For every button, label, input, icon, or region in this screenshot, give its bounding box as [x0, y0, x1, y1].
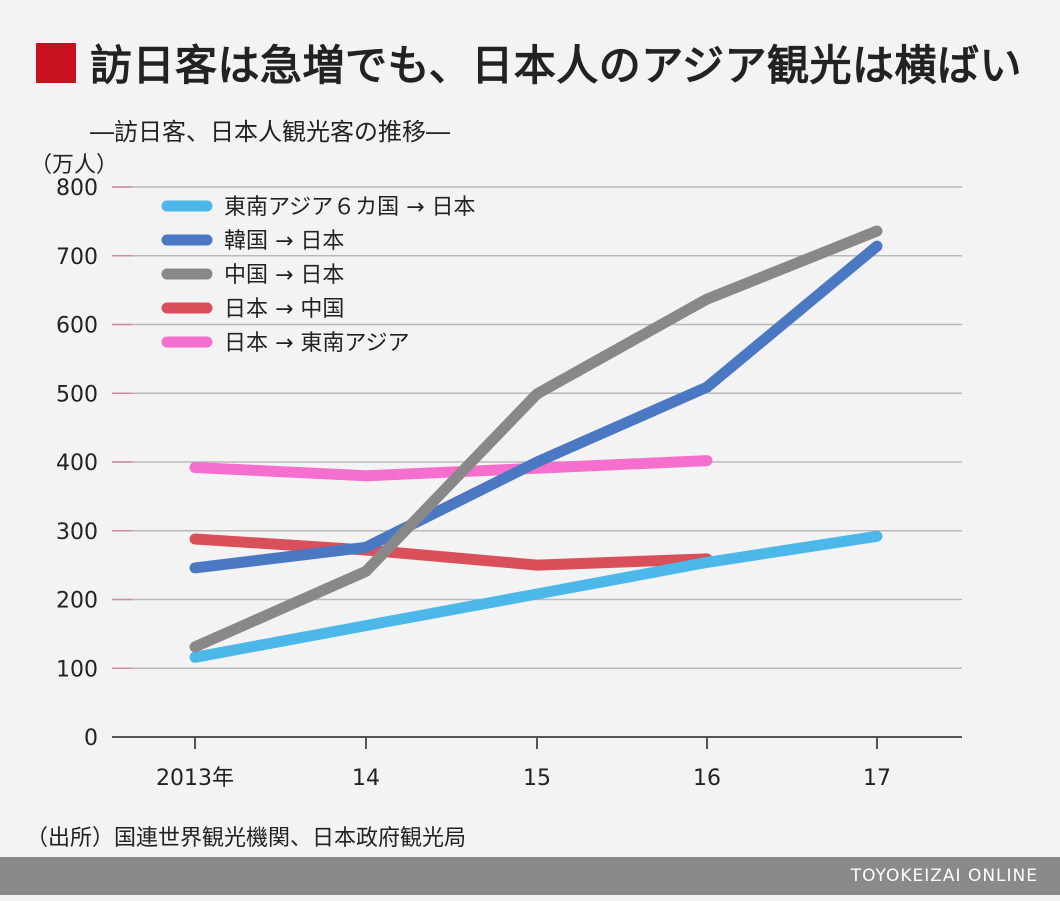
legend-label: 中国 → 日本 — [224, 263, 344, 288]
x-tick-label: 14 — [352, 766, 380, 791]
y-tick-label: 100 — [56, 657, 98, 682]
y-tick-label: 0 — [84, 726, 98, 751]
legend-label: 日本 → 中国 — [224, 297, 344, 322]
page-title: 訪日客は急増でも、日本人のアジア観光は横ばい — [90, 41, 1023, 90]
y-tick-label: 700 — [56, 245, 98, 270]
source-note: （出所）国連世界観光機関、日本政府観光局 — [26, 826, 467, 851]
x-tick-label: 2013年 — [156, 766, 234, 791]
series-line — [189, 533, 713, 571]
line-chart: 0 100 200 300 400 500 600 700 800（万人） 2013年 14 15 16… — [30, 153, 962, 791]
axes: 0 100 200 300 400 500 600 700 800（万人） 2013年 14 15 16… — [30, 153, 962, 791]
y-axis-unit-label: （万人） — [30, 153, 118, 178]
y-tick-label: 200 — [56, 589, 98, 614]
x-tick-label: 15 — [523, 766, 551, 791]
series-line — [189, 530, 883, 663]
page-subtitle: ―訪日客、日本人観光客の推移― — [90, 118, 450, 146]
legend-label: 東南アジア６カ国 → 日本 — [224, 195, 476, 220]
x-tick-label: 16 — [693, 766, 721, 791]
title-square-icon — [36, 42, 76, 83]
footer-brand: TOYOKEIZAI ONLINE — [850, 866, 1038, 886]
y-tick-label: 500 — [56, 382, 98, 407]
series-lines — [189, 225, 883, 663]
legend-label: 日本 → 東南アジア — [224, 331, 410, 356]
y-tick-label: 800 — [56, 176, 98, 201]
series-line — [189, 225, 883, 653]
series-line — [189, 240, 883, 574]
title-block: 訪日客は急増でも、日本人のアジア観光は横ばい — [36, 32, 1022, 93]
y-tick-label: 400 — [56, 451, 98, 476]
x-tick-label: 17 — [863, 766, 891, 791]
legend-label: 韓国 → 日本 — [224, 229, 344, 254]
y-tick-label: 600 — [56, 314, 98, 339]
series-line — [189, 455, 713, 482]
footer-bar: TOYOKEIZAI ONLINE — [0, 857, 1060, 895]
y-tick-label: 300 — [56, 520, 98, 545]
